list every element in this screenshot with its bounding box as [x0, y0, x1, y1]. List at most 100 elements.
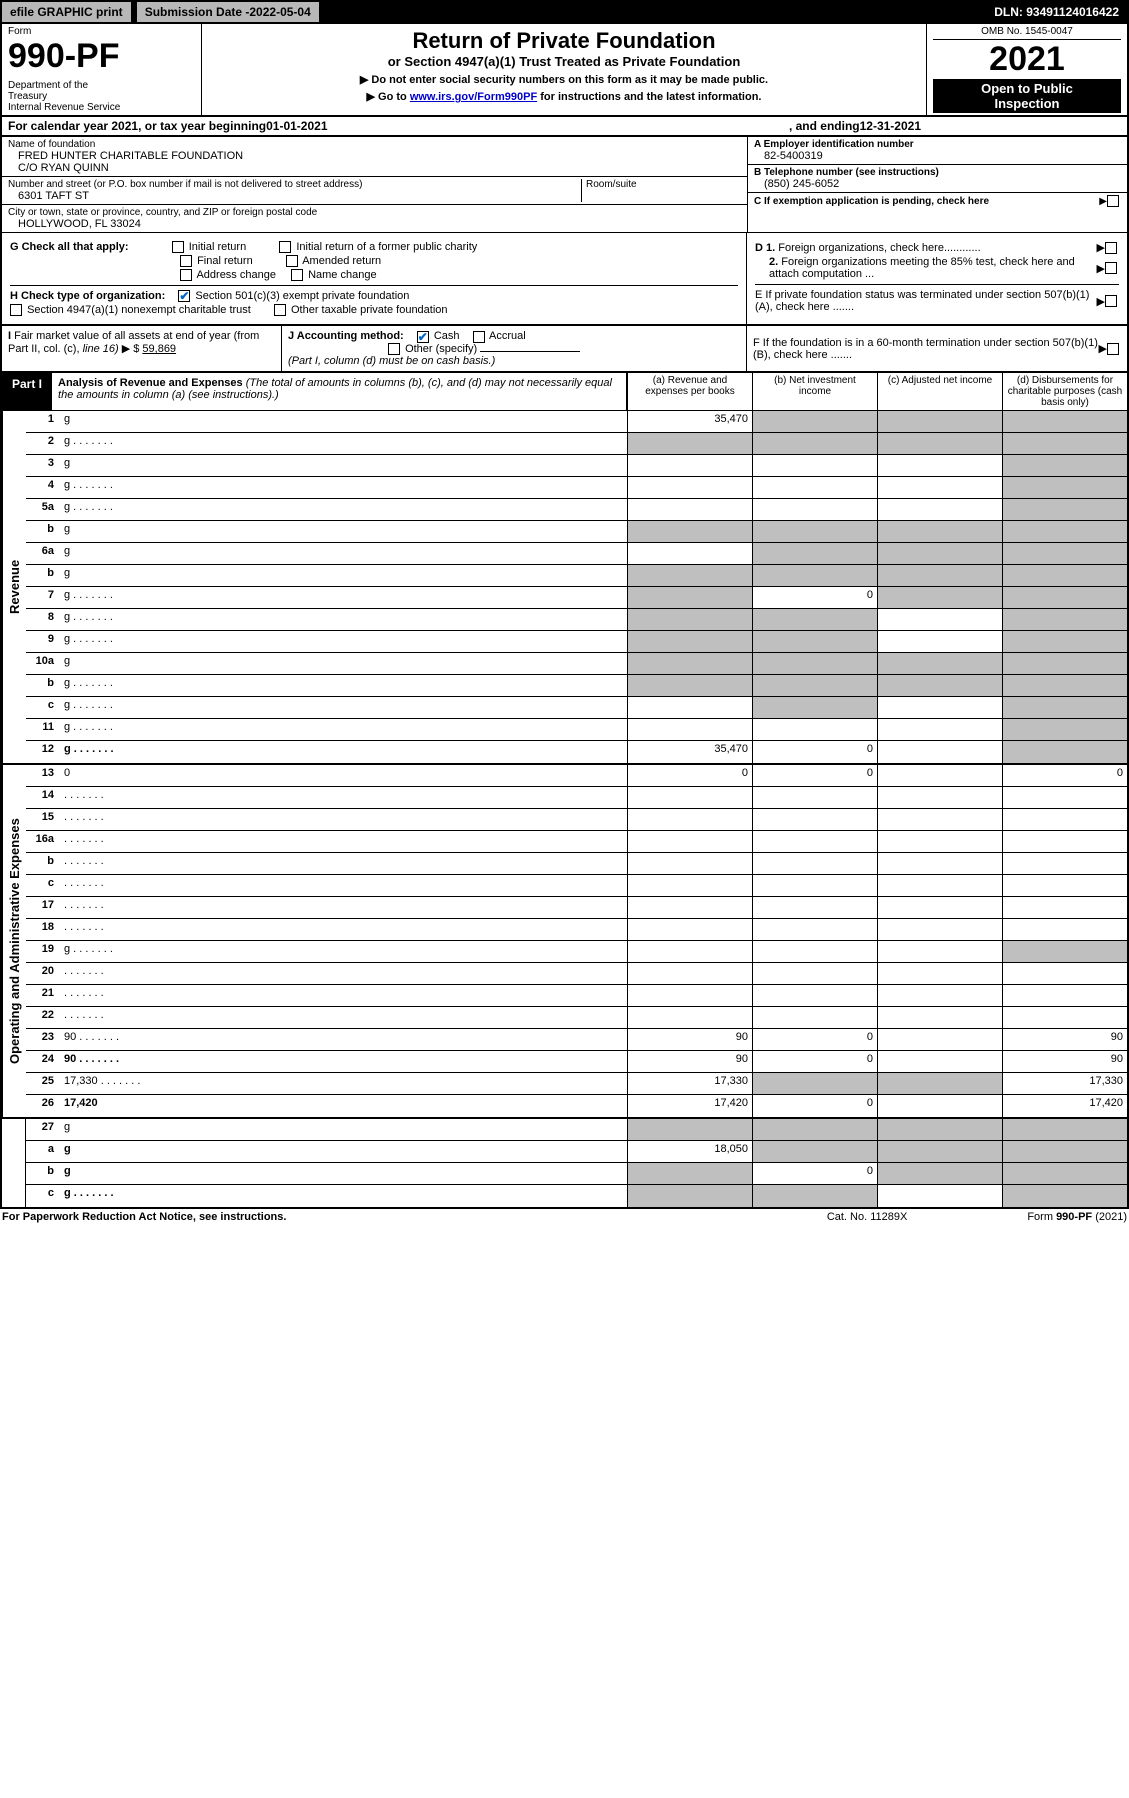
cell-d: [1002, 565, 1127, 586]
line-number: 17: [26, 897, 60, 918]
foundation-name-label: Name of foundation: [8, 139, 741, 150]
form-subtitle: or Section 4947(a)(1) Trust Treated as P…: [210, 54, 918, 69]
table-row: 2390 . . . . . . .90090: [26, 1029, 1127, 1051]
cell-b: [752, 1141, 877, 1162]
blank-side: [2, 1119, 26, 1207]
cell-c: [877, 433, 1002, 454]
cell-b: 0: [752, 1095, 877, 1117]
cell-b: [752, 1007, 877, 1028]
line-number: b: [26, 1163, 60, 1184]
h-other-checkbox[interactable]: [274, 304, 286, 316]
line-number: 25: [26, 1073, 60, 1094]
cell-a: 17,330: [627, 1073, 752, 1094]
e-checkbox[interactable]: [1105, 295, 1117, 307]
table-row: 7g . . . . . . .0: [26, 587, 1127, 609]
cell-a: 90: [627, 1029, 752, 1050]
cell-b: [752, 609, 877, 630]
line-number: 24: [26, 1051, 60, 1072]
cell-d: 17,420: [1002, 1095, 1127, 1117]
cell-a: [627, 587, 752, 608]
line-number: 23: [26, 1029, 60, 1050]
g-name-checkbox[interactable]: [291, 269, 303, 281]
cell-c: [877, 985, 1002, 1006]
j-label: J Accounting method:: [288, 330, 404, 342]
h-501c3-checkbox[interactable]: [178, 290, 190, 302]
d1-checkbox[interactable]: [1105, 242, 1117, 254]
efile-print-button[interactable]: efile GRAPHIC print: [2, 2, 133, 22]
submission-date: Submission Date - 2022-05-04: [137, 2, 319, 22]
g-initial-checkbox[interactable]: [172, 241, 184, 253]
cell-b: [752, 455, 877, 476]
form-note1: ▶ Do not enter social security numbers o…: [210, 73, 918, 86]
open-to-public: Open to PublicInspection: [933, 79, 1121, 113]
table-row: 12g . . . . . . .35,4700: [26, 741, 1127, 763]
e-label: E If private foundation status was termi…: [755, 289, 1097, 313]
line-description: 17,330 . . . . . . .: [60, 1073, 627, 1094]
cell-b: [752, 411, 877, 432]
cell-b: [752, 787, 877, 808]
line-number: 8: [26, 609, 60, 630]
cell-d: [1002, 631, 1127, 652]
g-initial-public-checkbox[interactable]: [279, 241, 291, 253]
arrow-icon: ▶: [1097, 295, 1105, 308]
tax-year: 2021: [933, 40, 1121, 79]
col-a-header: (a) Revenue and expenses per books: [627, 373, 752, 410]
cell-a: 18,050: [627, 1141, 752, 1162]
cell-d: [1002, 831, 1127, 852]
cell-c: [877, 521, 1002, 542]
cat-no: Cat. No. 11289X: [827, 1211, 908, 1223]
g-address-checkbox[interactable]: [180, 269, 192, 281]
j-cash-checkbox[interactable]: [417, 331, 429, 343]
cell-c: [877, 631, 1002, 652]
line-number: 20: [26, 963, 60, 984]
g-final-checkbox[interactable]: [180, 255, 192, 267]
cell-d: [1002, 1185, 1127, 1207]
table-row: 130000: [26, 765, 1127, 787]
cell-b: [752, 499, 877, 520]
table-row: 18 . . . . . . .: [26, 919, 1127, 941]
c-checkbox[interactable]: [1107, 195, 1119, 207]
d2-checkbox[interactable]: [1105, 262, 1117, 274]
line-description: g: [60, 1119, 627, 1140]
line-description: g . . . . . . .: [60, 675, 627, 696]
j-accrual-checkbox[interactable]: [473, 331, 485, 343]
cell-b: [752, 1073, 877, 1094]
cell-a: [627, 521, 752, 542]
line-number: 12: [26, 741, 60, 763]
cell-a: [627, 1163, 752, 1184]
line-description: g: [60, 521, 627, 542]
cell-d: [1002, 433, 1127, 454]
line-description: . . . . . . .: [60, 963, 627, 984]
form-number: 990-PF: [8, 37, 195, 76]
table-row: 6ag: [26, 543, 1127, 565]
line-number: 16a: [26, 831, 60, 852]
cell-a: [627, 809, 752, 830]
cell-d: [1002, 985, 1127, 1006]
cell-d: [1002, 719, 1127, 740]
line-description: g . . . . . . .: [60, 697, 627, 718]
table-row: 19g . . . . . . .: [26, 941, 1127, 963]
line-description: . . . . . . .: [60, 919, 627, 940]
line-number: 13: [26, 765, 60, 786]
col-b-header: (b) Net investment income: [752, 373, 877, 410]
arrow-icon: ▶: [1099, 196, 1107, 207]
line-number: 11: [26, 719, 60, 740]
line-number: b: [26, 675, 60, 696]
table-row: cg . . . . . . .: [26, 1185, 1127, 1207]
cell-b: [752, 985, 877, 1006]
table-row: 11g . . . . . . .: [26, 719, 1127, 741]
line-number: 5a: [26, 499, 60, 520]
cell-d: [1002, 741, 1127, 763]
h-4947-checkbox[interactable]: [10, 304, 22, 316]
cell-c: [877, 477, 1002, 498]
g-amended-checkbox[interactable]: [286, 255, 298, 267]
j-other-checkbox[interactable]: [388, 343, 400, 355]
table-row: cg . . . . . . .: [26, 697, 1127, 719]
f-checkbox[interactable]: [1107, 343, 1119, 355]
form-footer: Form 990-PF (2021): [1027, 1211, 1127, 1223]
c-exemption-cell: C If exemption application is pending, c…: [748, 193, 1127, 209]
line-number: b: [26, 853, 60, 874]
cell-c: [877, 499, 1002, 520]
table-row: 27g: [26, 1119, 1127, 1141]
irs-link[interactable]: www.irs.gov/Form990PF: [410, 91, 537, 103]
